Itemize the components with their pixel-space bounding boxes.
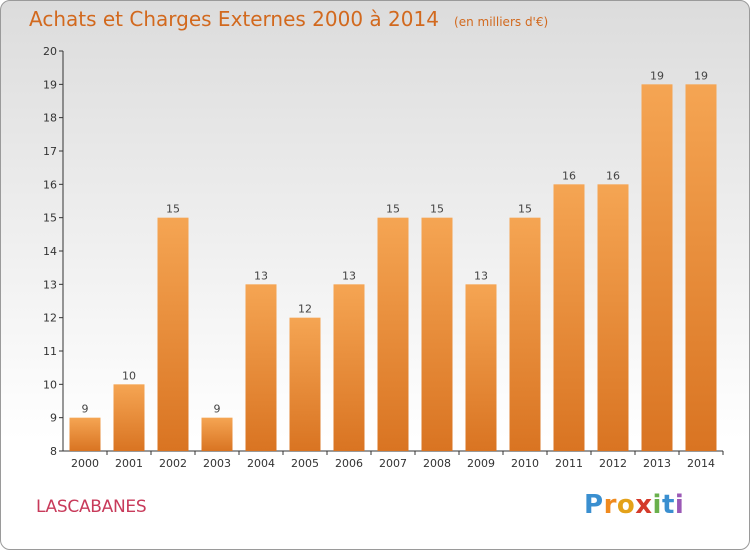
value-label-2002: 15 — [166, 203, 180, 216]
place-name: LASCABANES — [36, 497, 147, 517]
y-tick-label: 10 — [43, 378, 57, 391]
value-label-2003: 9 — [214, 403, 221, 416]
value-labels: 9 10 15 9 13 12 13 15 15 13 15 16 16 19 19 — [82, 69, 709, 415]
bar-2014 — [685, 84, 717, 451]
value-label-2013: 19 — [650, 69, 664, 82]
bar-2001 — [113, 384, 145, 451]
logo-letter: t — [661, 490, 675, 520]
chart-title: Achats et Charges Externes 2000 à 2014 — [29, 7, 439, 31]
x-tick-label: 2008 — [423, 457, 451, 470]
value-label-2010: 15 — [518, 203, 532, 216]
x-tick-label: 2005 — [291, 457, 319, 470]
x-tick-label: 2012 — [599, 457, 627, 470]
x-tick-label: 2001 — [115, 457, 143, 470]
value-label-2001: 10 — [122, 369, 136, 382]
value-label-2005: 12 — [298, 303, 312, 316]
bar-2007 — [377, 217, 409, 451]
y-tick-label: 8 — [50, 445, 57, 458]
x-tick-label: 2011 — [555, 457, 583, 470]
y-tick-label: 16 — [43, 178, 57, 191]
proxiti-logo: Proxiti — [584, 490, 684, 520]
value-label-2009: 13 — [474, 269, 488, 282]
bar-2000 — [69, 417, 101, 451]
bar-2004 — [245, 284, 277, 451]
bar-2013 — [641, 84, 673, 451]
y-tick-label: 17 — [43, 145, 57, 158]
x-tick-label: 2010 — [511, 457, 539, 470]
value-label-2012: 16 — [606, 169, 620, 182]
bar-2008 — [421, 217, 453, 451]
bar-2002 — [157, 217, 189, 451]
y-tick-label: 19 — [43, 78, 57, 91]
bars — [69, 84, 717, 452]
value-label-2000: 9 — [82, 403, 89, 416]
y-tick-label: 14 — [43, 245, 57, 258]
logo-letter: P — [584, 490, 604, 520]
y-tick-label: 20 — [43, 45, 57, 58]
bar-2009 — [465, 284, 497, 451]
x-tick-label: 2014 — [687, 457, 715, 470]
logo-letter: i — [674, 490, 685, 520]
bar-2011 — [553, 184, 585, 452]
y-tick-label: 9 — [50, 412, 57, 425]
x-tick-label: 2006 — [335, 457, 363, 470]
x-tick-label: 2004 — [247, 457, 275, 470]
y-axis: 8 9 10 11 12 13 14 15 16 17 18 19 20 — [43, 45, 64, 458]
logo-letter: x — [635, 490, 653, 520]
value-label-2007: 15 — [386, 203, 400, 216]
logo-letter: o — [616, 490, 636, 520]
x-tick-label: 2013 — [643, 457, 671, 470]
value-label-2004: 13 — [254, 269, 268, 282]
x-tick-label: 2000 — [71, 457, 99, 470]
bar-2006 — [333, 284, 365, 451]
value-label-2014: 19 — [694, 69, 708, 82]
bar-2010 — [509, 217, 541, 451]
bar-2003 — [201, 417, 233, 451]
value-label-2006: 13 — [342, 269, 356, 282]
value-label-2011: 16 — [562, 169, 576, 182]
x-tick-label: 2007 — [379, 457, 407, 470]
x-tick-label: 2009 — [467, 457, 495, 470]
bar-2005 — [289, 317, 321, 451]
x-tick-label: 2002 — [159, 457, 187, 470]
y-tick-label: 11 — [43, 345, 57, 358]
value-label-2008: 15 — [430, 203, 444, 216]
y-tick-label: 18 — [43, 112, 57, 125]
x-tick-label: 2003 — [203, 457, 231, 470]
chart-subtitle: (en milliers d'€) — [454, 15, 549, 29]
title-row: Achats et Charges Externes 2000 à 2014 (… — [29, 7, 548, 31]
y-tick-label: 13 — [43, 278, 57, 291]
logo-letter: r — [603, 490, 617, 520]
y-tick-label: 15 — [43, 212, 57, 225]
bar-2012 — [597, 184, 629, 452]
x-axis: 2000 2001 2002 2003 2004 2005 2006 2007 2008 2009… — [63, 450, 724, 470]
y-tick-label: 12 — [43, 312, 57, 325]
logo-letter: i — [652, 490, 662, 520]
